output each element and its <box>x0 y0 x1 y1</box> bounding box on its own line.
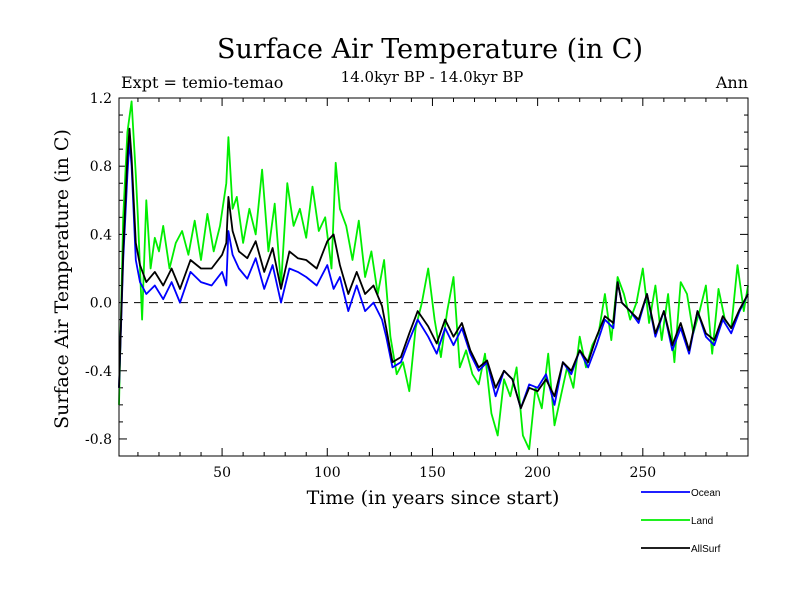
legend-label-allsurf: AllSurf <box>691 544 721 555</box>
series-line-allsurf <box>118 127 749 410</box>
chart-title: Surface Air Temperature (in C) <box>217 34 643 65</box>
x-tick-label: 100 <box>314 465 341 481</box>
legend-label-land: Land <box>691 516 713 527</box>
x-tick-label: 150 <box>419 465 446 481</box>
y-tick-label: 0.4 <box>90 227 112 243</box>
y-tick-label: -0.4 <box>85 364 112 380</box>
experiment-label: Expt = temio-temao <box>121 73 283 92</box>
y-tick-label: -0.8 <box>85 432 112 448</box>
series-line-ocean <box>118 139 749 410</box>
season-label: Ann <box>715 73 748 92</box>
axis-tick-labels: 50 100 150 200 250 -0.8 -0.4 0.0 0.4 0.8 1.2 <box>85 91 656 481</box>
y-tick-label: 1.2 <box>90 91 112 107</box>
x-tick-label: 200 <box>524 465 551 481</box>
axis-ticks <box>119 97 748 456</box>
plot-frame <box>118 97 749 457</box>
legend-label-ocean: Ocean <box>691 488 720 499</box>
x-tick-label: 50 <box>213 465 231 481</box>
chart-subtitle: 14.0kyr BP - 14.0kyr BP <box>341 68 524 86</box>
legend: Ocean Land AllSurf <box>641 488 721 555</box>
series-line-land <box>118 100 749 451</box>
y-tick-label: 0.0 <box>90 296 112 312</box>
y-tick-label: 0.8 <box>90 159 112 175</box>
x-tick-label: 250 <box>629 465 656 481</box>
series-lines <box>118 100 749 451</box>
y-axis-label: Surface Air Temperature (in C) <box>51 129 73 429</box>
x-axis-label: Time (in years since start) <box>307 487 560 509</box>
